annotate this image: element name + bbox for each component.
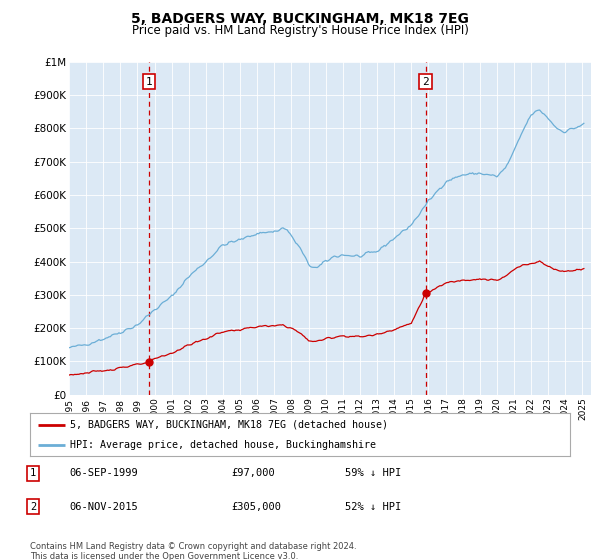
Text: £97,000: £97,000: [231, 468, 275, 478]
Text: Contains HM Land Registry data © Crown copyright and database right 2024.
This d: Contains HM Land Registry data © Crown c…: [30, 542, 356, 560]
Text: 5, BADGERS WAY, BUCKINGHAM, MK18 7EG (detached house): 5, BADGERS WAY, BUCKINGHAM, MK18 7EG (de…: [71, 419, 389, 430]
Text: Price paid vs. HM Land Registry's House Price Index (HPI): Price paid vs. HM Land Registry's House …: [131, 24, 469, 36]
Text: £305,000: £305,000: [231, 502, 281, 512]
Text: 06-SEP-1999: 06-SEP-1999: [69, 468, 138, 478]
Text: 06-NOV-2015: 06-NOV-2015: [69, 502, 138, 512]
Text: 2: 2: [30, 502, 36, 512]
Text: 5, BADGERS WAY, BUCKINGHAM, MK18 7EG: 5, BADGERS WAY, BUCKINGHAM, MK18 7EG: [131, 12, 469, 26]
Text: 1: 1: [146, 77, 152, 87]
Text: 2: 2: [422, 77, 429, 87]
Text: HPI: Average price, detached house, Buckinghamshire: HPI: Average price, detached house, Buck…: [71, 440, 377, 450]
Text: 1: 1: [30, 468, 36, 478]
Text: 59% ↓ HPI: 59% ↓ HPI: [345, 468, 401, 478]
Text: 52% ↓ HPI: 52% ↓ HPI: [345, 502, 401, 512]
